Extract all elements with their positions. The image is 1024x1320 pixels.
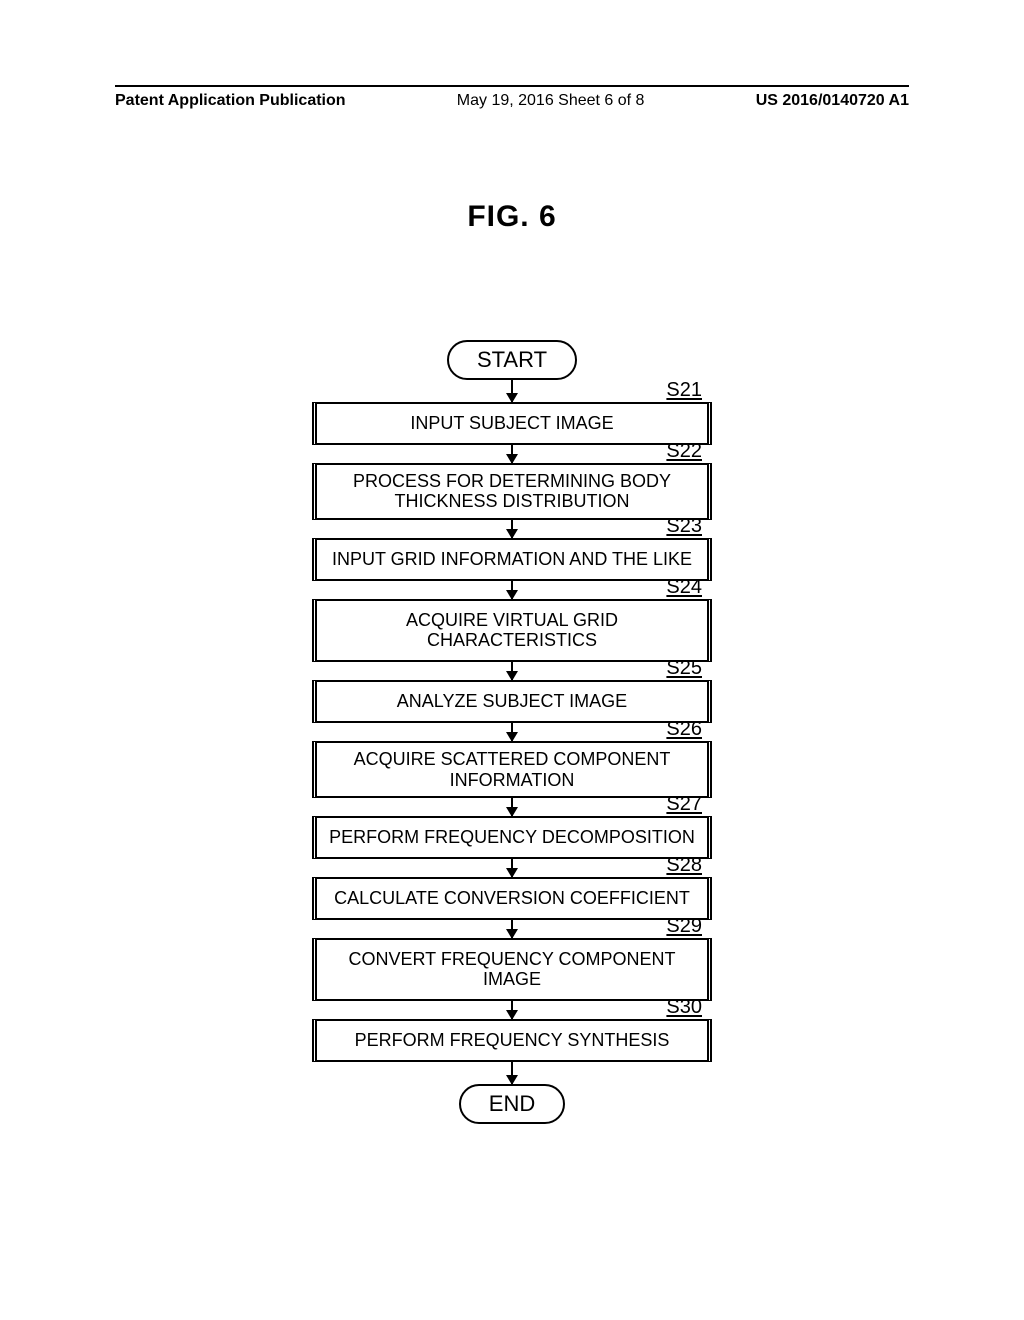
step-box: ACQUIRE VIRTUAL GRID CHARACTERISTICS (312, 599, 712, 662)
header-right: US 2016/0140720 A1 (756, 92, 909, 110)
arrow-line (511, 859, 514, 877)
terminal-end: END (459, 1084, 565, 1124)
flow-arrow: S27 (312, 798, 712, 816)
step-box: INPUT SUBJECT IMAGE (312, 402, 712, 445)
step-label: S25 (666, 657, 702, 680)
figure-title: FIG. 6 (0, 200, 1024, 234)
arrow-line (511, 380, 514, 402)
step-label: S24 (666, 576, 702, 599)
step-box: PERFORM FREQUENCY SYNTHESIS (312, 1019, 712, 1062)
flow-arrow: S28 (312, 859, 712, 877)
step-label: S21 (666, 379, 702, 402)
header-left: Patent Application Publication (115, 92, 346, 110)
step-box: CALCULATE CONVERSION COEFFICIENT (312, 877, 712, 920)
arrow-line (511, 723, 514, 741)
flow-arrow: S30 (312, 1001, 712, 1019)
flow-arrow: S23 (312, 520, 712, 538)
step-label: S22 (666, 440, 702, 463)
arrow-line (511, 445, 514, 463)
step-box: ACQUIRE SCATTERED COMPONENTINFORMATION (312, 741, 712, 798)
step-box: CONVERT FREQUENCY COMPONENT IMAGE (312, 938, 712, 1001)
flow-arrow: S29 (312, 920, 712, 938)
arrow-line (511, 1001, 514, 1019)
step-label: S27 (666, 793, 702, 816)
terminal-start: START (447, 340, 577, 380)
arrow-line (511, 1062, 514, 1084)
step-label: S29 (666, 915, 702, 938)
flow-arrow (312, 1062, 712, 1084)
header-text-row: Patent Application Publication May 19, 2… (0, 87, 1024, 110)
step-box: PERFORM FREQUENCY DECOMPOSITION (312, 816, 712, 859)
step-label: S23 (666, 515, 702, 538)
step-box: INPUT GRID INFORMATION AND THE LIKE (312, 538, 712, 581)
arrow-line (511, 920, 514, 938)
arrow-line (511, 662, 514, 680)
page-header: Patent Application Publication May 19, 2… (0, 85, 1024, 115)
step-label: S26 (666, 718, 702, 741)
flowchart-container: START S21INPUT SUBJECT IMAGES22PROCESS FO… (312, 340, 712, 1124)
step-box: ANALYZE SUBJECT IMAGE (312, 680, 712, 723)
flow-arrow: S21 (312, 380, 712, 402)
flow-arrow: S25 (312, 662, 712, 680)
header-center: May 19, 2016 Sheet 6 of 8 (457, 92, 645, 110)
arrow-line (511, 520, 514, 538)
flow-arrow: S24 (312, 581, 712, 599)
step-label: S28 (666, 854, 702, 877)
arrow-line (511, 581, 514, 599)
flow-arrow: S26 (312, 723, 712, 741)
arrow-line (511, 798, 514, 816)
step-label: S30 (666, 996, 702, 1019)
step-box: PROCESS FOR DETERMINING BODYTHICKNESS DI… (312, 463, 712, 520)
flow-arrow: S22 (312, 445, 712, 463)
